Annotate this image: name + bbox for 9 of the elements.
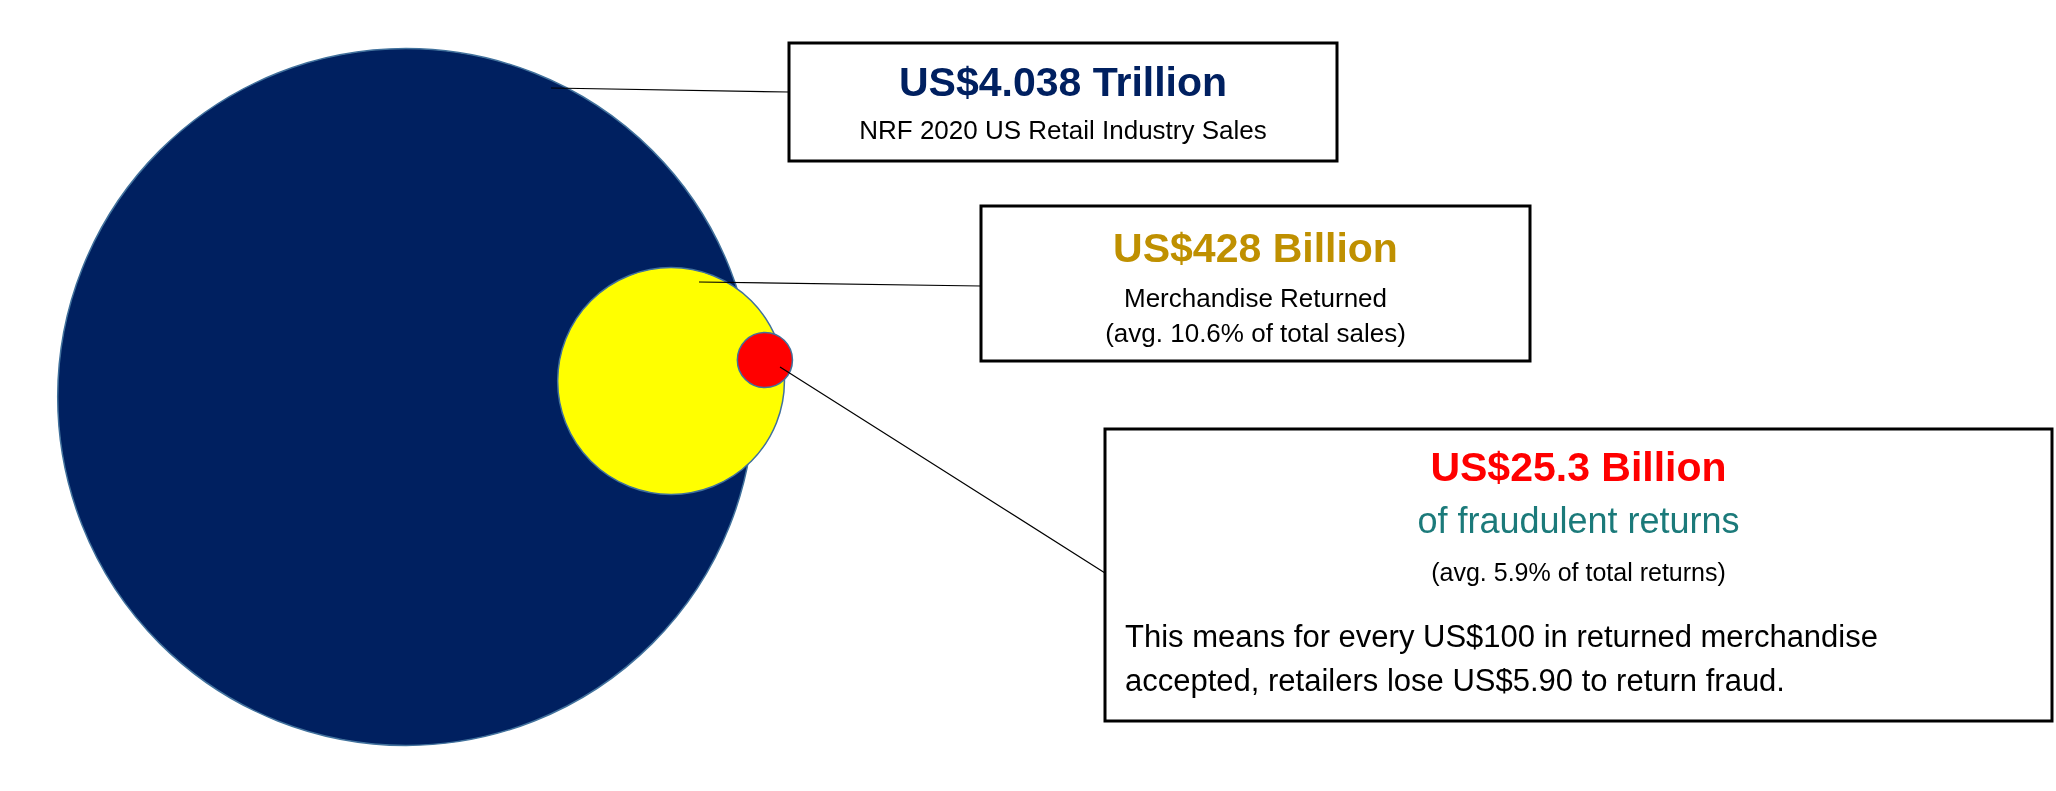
data-label: US$25.3 Billion (1430, 444, 1727, 490)
text: Merchandise Returned (1123, 283, 1388, 313)
text: of fraudulent returns (1417, 500, 1740, 541)
text: (avg. 5.9% of total returns) (1431, 558, 1726, 586)
text: (avg. 10.6% of total sales) (1105, 318, 1406, 348)
data-label: US$4.038 Trillion (898, 59, 1228, 105)
data-label: US$428 Billion (1113, 225, 1398, 271)
text: This means for every US$100 in returned merchandise accepted, retailers lose US$5.90 to return fraud. (1125, 619, 1878, 698)
text: NRF 2020 US Retail Industry Sales (859, 115, 1267, 145)
